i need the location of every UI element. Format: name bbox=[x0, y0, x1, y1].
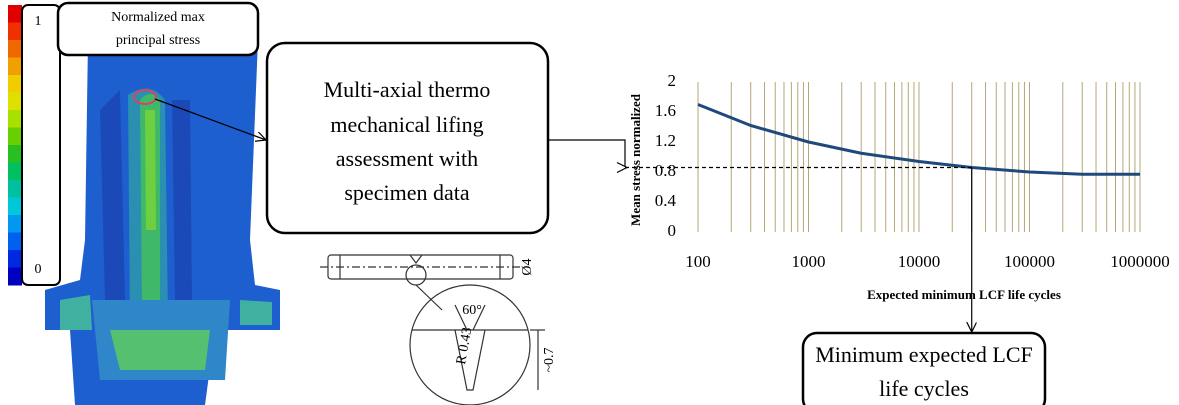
colorbar-band bbox=[8, 250, 22, 268]
colorbar-frame bbox=[22, 5, 60, 285]
x-tick-label: 100000 bbox=[1004, 252, 1055, 271]
colorbar-max: 1 bbox=[35, 14, 42, 29]
y-tick-label: 1.2 bbox=[655, 131, 676, 150]
y-tick-label: 2 bbox=[668, 71, 677, 90]
diagram: 1 0 Normalized max principal stress Mult… bbox=[0, 0, 1179, 405]
colorbar-band bbox=[8, 198, 22, 216]
stress-box-text: Normalized max bbox=[111, 10, 205, 25]
x-axis-title: Expected minimum LCF life cycles bbox=[867, 287, 1061, 302]
specimen-label: 60° bbox=[462, 303, 482, 318]
colorbar-band bbox=[8, 128, 22, 146]
colorbar-band bbox=[8, 23, 22, 41]
fea-model bbox=[45, 40, 280, 405]
colorbar-band bbox=[8, 93, 22, 111]
lifing-box-text: Multi-axial thermo bbox=[324, 77, 491, 102]
x-tick-label: 1000000 bbox=[1110, 252, 1170, 271]
result-box-text: Minimum expected LCF bbox=[815, 342, 1033, 367]
result-box-text: life cycles bbox=[879, 376, 969, 401]
colorbar-band bbox=[8, 58, 22, 76]
colorbar-band bbox=[8, 110, 22, 128]
colorbar-band bbox=[8, 163, 22, 181]
x-tick-label: 100 bbox=[685, 252, 711, 271]
lifing-box-text: specimen data bbox=[344, 180, 469, 205]
specimen-drawing bbox=[320, 255, 545, 405]
y-tick-label: 0.8 bbox=[655, 161, 676, 180]
y-tick-label: 0.4 bbox=[655, 191, 677, 210]
colorbar-band bbox=[8, 5, 22, 23]
connector bbox=[548, 140, 625, 166]
lifing-box-text: assessment with bbox=[336, 146, 478, 171]
specimen-label: R 0.43 bbox=[454, 326, 475, 365]
y-tick-label: 1.6 bbox=[655, 101, 676, 120]
colorbar-band bbox=[8, 268, 22, 286]
x-tick-label: 10000 bbox=[898, 252, 941, 271]
lifing-box-text: mechanical lifing bbox=[330, 112, 483, 137]
colorbar-min: 0 bbox=[35, 262, 42, 277]
specimen-label: ~0.7 bbox=[542, 347, 557, 372]
colorbar bbox=[8, 5, 22, 286]
y-tick-label: 0 bbox=[668, 221, 677, 240]
colorbar-band bbox=[8, 145, 22, 163]
colorbar-band bbox=[8, 75, 22, 93]
colorbar-band bbox=[8, 180, 22, 198]
colorbar-band bbox=[8, 40, 22, 58]
colorbar-band bbox=[8, 215, 22, 233]
y-axis-title: Mean stress normalized bbox=[628, 93, 643, 226]
stress-box-text: principal stress bbox=[116, 33, 200, 48]
x-tick-label: 1000 bbox=[792, 252, 826, 271]
specimen-label: Ø4 bbox=[520, 258, 535, 275]
colorbar-band bbox=[8, 233, 22, 251]
